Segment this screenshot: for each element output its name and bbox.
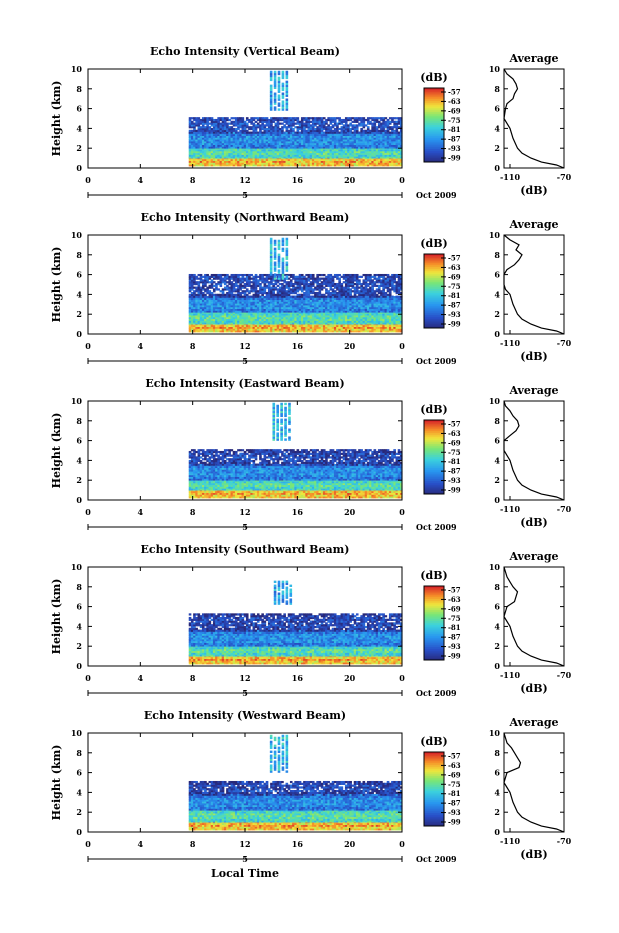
y-tick-label: 8 [76, 84, 82, 94]
avg-frame [504, 69, 564, 168]
heatmap-cell [282, 93, 285, 95]
chart-title: Echo Intensity (Vertical Beam) [150, 45, 340, 58]
heatmap-cell [270, 85, 273, 87]
heatmap-cell [242, 117, 245, 119]
avg-title: Average [508, 52, 558, 65]
avg-y-tick-label: 10 [489, 64, 501, 74]
avg-y-tick-label: 4 [494, 123, 500, 133]
avg-profile-line [504, 69, 564, 168]
x-tick-label: 0 [399, 175, 405, 185]
y-tick-label: 6 [76, 104, 82, 114]
heatmap-cell [286, 71, 289, 73]
colorbar-tick-label: -81 [448, 125, 461, 134]
panel-0: Echo Intensity (Vertical Beam) Height (km… [50, 45, 572, 200]
heatmap-cell [274, 71, 277, 73]
date-label: Oct 2009 [416, 190, 457, 200]
heatmap-cell [282, 100, 285, 102]
colorbar-tick-label: -93 [448, 144, 461, 153]
x-tick-label: 12 [239, 175, 250, 185]
x-tick-label: 16 [292, 175, 304, 185]
panel-1: Echo Intensity (Northward Beam) Height (k… [50, 211, 572, 366]
heatmap-cell [282, 71, 285, 73]
colorbar-tick-label: -87 [448, 135, 461, 144]
avg-y-tick-label: 6 [494, 104, 500, 114]
avg-x-tick-label: -110 [500, 172, 520, 182]
y-tick-label: 4 [76, 123, 82, 133]
heatmap-cell [278, 95, 281, 97]
y-tick-label: 0 [76, 163, 82, 173]
y-axis-label: Height (km) [50, 81, 63, 157]
colorbar-tick-label: -69 [448, 106, 461, 115]
colorbar-tick-label: -75 [448, 116, 461, 125]
heatmap-cell [297, 117, 300, 119]
heatmap-cell [312, 274, 315, 276]
heatmap-cell [278, 108, 281, 110]
x-tick-label: 20 [344, 175, 356, 185]
avg-x-label: (dB) [520, 184, 547, 197]
heatmap-cell [270, 71, 273, 73]
heatmap-cell [278, 102, 281, 104]
avg-y-tick-label: 2 [494, 143, 500, 153]
heatmap-cell [367, 126, 370, 128]
colorbar-tick-label: -57 [448, 88, 461, 97]
date-marker: 5 [242, 190, 248, 200]
heatmap-cell [278, 77, 281, 79]
heatmap-cell [278, 71, 281, 73]
heatmap-cell [286, 98, 289, 100]
colorbar-tick-label: -63 [448, 97, 461, 106]
heatmap-cell [274, 93, 277, 95]
x-tick-label: 4 [138, 175, 144, 185]
y-axis-label: Height (km) [50, 247, 63, 323]
heatmap-cell [274, 106, 277, 108]
y-tick-label: 2 [76, 143, 82, 153]
colorbar-unit: (dB) [420, 71, 447, 84]
heatmap-cell [286, 81, 289, 83]
x-tick-label: 8 [190, 175, 196, 185]
y-tick-label: 10 [71, 64, 83, 74]
heatmap-cell [282, 83, 285, 85]
chart-title: Echo Intensity (Northward Beam) [141, 211, 350, 224]
heatmap-cells [189, 71, 403, 167]
x-tick-label: 0 [85, 175, 91, 185]
heatmap-cells [189, 238, 403, 333]
avg-y-tick-label: 8 [494, 84, 500, 94]
avg-x-tick-label: -70 [557, 172, 572, 182]
colorbar-tick-label: -99 [448, 154, 461, 163]
